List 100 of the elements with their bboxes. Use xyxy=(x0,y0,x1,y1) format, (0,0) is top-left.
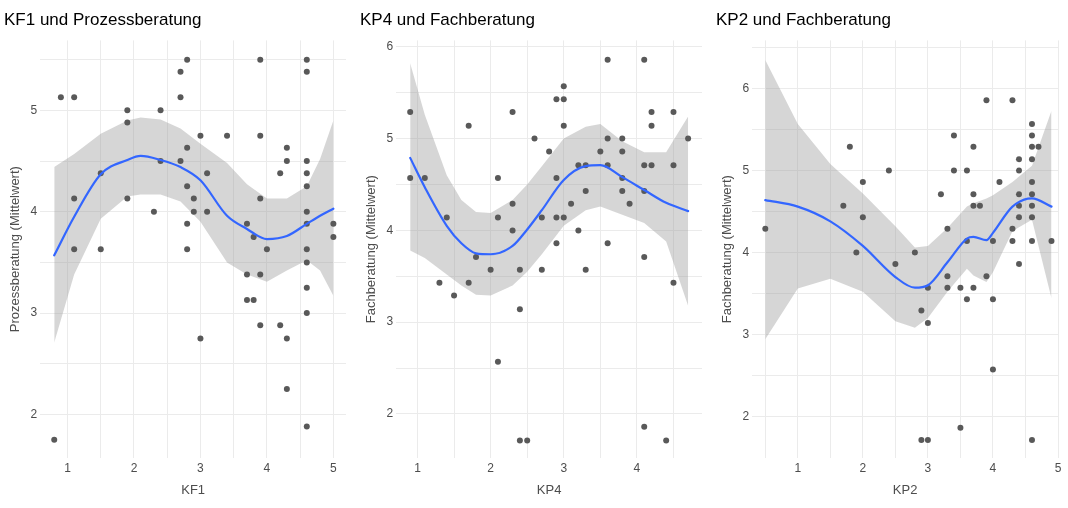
point xyxy=(243,271,250,278)
point xyxy=(970,284,977,291)
point xyxy=(983,97,990,104)
point xyxy=(51,436,58,443)
y-tick-label: 3 xyxy=(30,305,38,320)
point xyxy=(157,107,164,114)
x-axis-title: KP4 xyxy=(536,481,562,497)
point xyxy=(1015,260,1022,267)
point xyxy=(197,132,204,139)
point xyxy=(97,246,104,253)
point xyxy=(124,107,131,114)
chart-title: KF1 und Prozessberatung xyxy=(4,9,202,29)
point xyxy=(918,307,925,314)
y-tick-label: 5 xyxy=(742,162,750,177)
point xyxy=(989,366,996,373)
y-tick-label: 4 xyxy=(386,222,394,237)
x-tick-label: 2 xyxy=(859,460,867,475)
x-tick-label: 3 xyxy=(924,460,932,475)
point xyxy=(177,94,184,101)
point xyxy=(257,56,264,63)
point xyxy=(963,167,970,174)
point xyxy=(859,214,866,221)
point xyxy=(957,424,964,431)
point xyxy=(1015,156,1022,163)
point xyxy=(71,94,78,101)
point xyxy=(1048,238,1055,245)
point xyxy=(124,119,131,126)
point xyxy=(1028,156,1035,163)
point xyxy=(250,296,257,303)
point xyxy=(150,208,157,215)
point xyxy=(283,335,290,342)
point xyxy=(1015,214,1022,221)
point xyxy=(963,296,970,303)
point xyxy=(257,322,264,329)
point xyxy=(892,260,899,267)
y-tick-label: 4 xyxy=(30,204,38,219)
point xyxy=(277,170,284,177)
y-axis-title: Fachberatung (Mittelwert) xyxy=(719,175,735,324)
point xyxy=(970,191,977,198)
y-tick-label: 2 xyxy=(386,406,394,421)
point xyxy=(277,322,284,329)
point xyxy=(1009,225,1016,232)
point xyxy=(124,195,131,202)
point xyxy=(184,220,191,227)
point xyxy=(859,179,866,186)
point xyxy=(1028,436,1035,443)
point xyxy=(177,68,184,75)
point xyxy=(937,191,944,198)
point xyxy=(853,249,860,256)
point xyxy=(303,56,310,63)
point xyxy=(970,202,977,209)
point xyxy=(762,225,769,232)
point xyxy=(184,246,191,253)
point xyxy=(330,234,337,241)
x-tick-label: 3 xyxy=(560,460,568,475)
y-tick-label: 2 xyxy=(742,408,750,423)
point xyxy=(330,220,337,227)
y-tick-label: 5 xyxy=(386,130,394,145)
point xyxy=(303,183,310,190)
y-axis-title: Prozessberatung (Mittelwert) xyxy=(7,166,23,333)
point xyxy=(976,202,983,209)
point xyxy=(303,259,310,266)
point xyxy=(243,296,250,303)
point xyxy=(303,68,310,75)
point xyxy=(918,436,925,443)
point xyxy=(1035,143,1042,150)
point xyxy=(989,238,996,245)
point xyxy=(1028,238,1035,245)
point xyxy=(184,56,191,63)
point xyxy=(1015,202,1022,209)
point xyxy=(989,296,996,303)
point xyxy=(950,167,957,174)
point xyxy=(924,319,931,326)
x-tick-label: 1 xyxy=(64,460,72,475)
point xyxy=(1015,167,1022,174)
y-tick-label: 3 xyxy=(742,326,750,341)
point xyxy=(944,284,951,291)
point xyxy=(303,423,310,430)
point xyxy=(1028,202,1035,209)
point xyxy=(1009,238,1016,245)
point xyxy=(190,195,197,202)
point xyxy=(177,158,184,165)
chart-title: KP2 und Fachberatung xyxy=(716,9,891,29)
point xyxy=(957,284,964,291)
point xyxy=(71,195,78,202)
y-tick-label: 6 xyxy=(386,39,394,54)
point xyxy=(970,143,977,150)
y-tick-label: 3 xyxy=(386,314,394,329)
point xyxy=(283,144,290,151)
point xyxy=(243,220,250,227)
point xyxy=(204,208,211,215)
point xyxy=(1028,214,1035,221)
point xyxy=(1009,97,1016,104)
point xyxy=(204,170,211,177)
point xyxy=(190,208,197,215)
line-series xyxy=(53,154,335,257)
point xyxy=(303,208,310,215)
point xyxy=(911,249,918,256)
point xyxy=(57,94,64,101)
x-tick-label: 2 xyxy=(130,460,138,475)
